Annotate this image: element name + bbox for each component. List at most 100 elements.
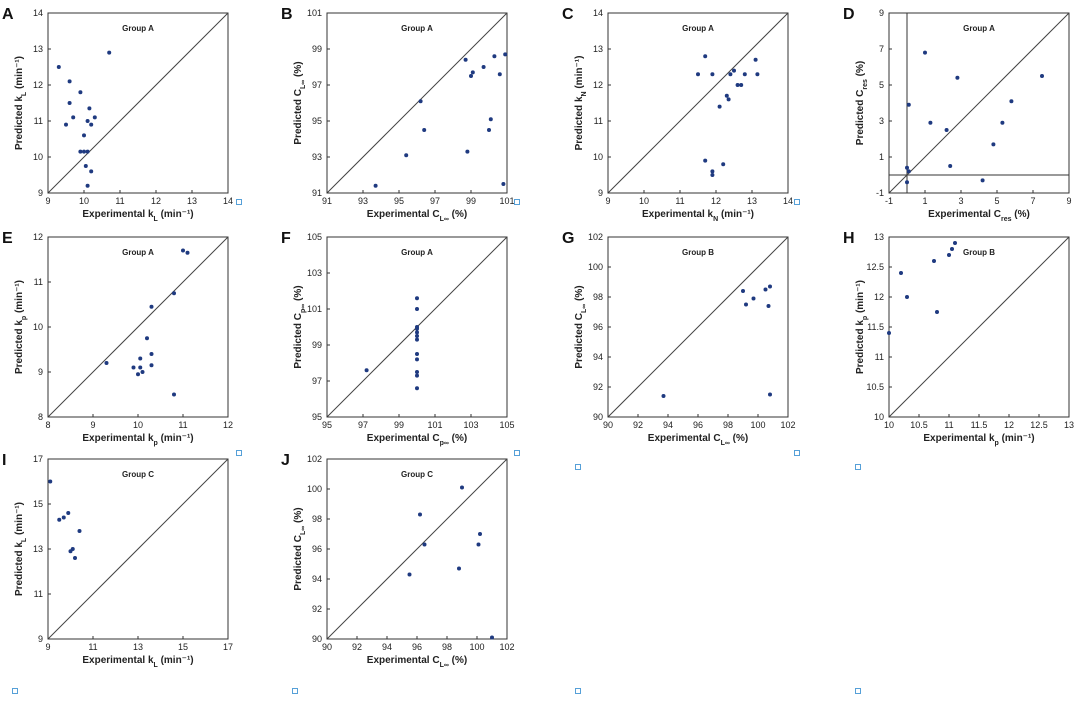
identity-line: [888, 236, 1070, 418]
data-point: [149, 363, 154, 368]
data-point: [104, 361, 109, 365]
data-point: [418, 99, 423, 104]
corner-marker-icon: [236, 199, 242, 205]
data-point: [404, 153, 409, 158]
plot-title: Group B: [963, 248, 995, 257]
x-tick-label: 96: [693, 420, 703, 430]
x-tick-label: 11: [178, 420, 187, 430]
data-point: [710, 173, 715, 177]
panel-j: J 90 92 94 96 98 100 102 90 92 94 96 98 100 102 Group C…: [281, 452, 515, 669]
x-tick-label: 15: [178, 642, 188, 652]
data-point: [172, 392, 176, 397]
y-tick-label: 11.5: [867, 322, 884, 332]
x-tick-label: 11: [88, 642, 97, 652]
panel-d: D -1 1 3 5 7 9 -1 1 3 5 7 9 Group A Experimental Cres …: [843, 6, 1072, 223]
plot-frame: [47, 12, 229, 194]
data-point: [481, 65, 486, 69]
x-tick-label: 10: [884, 420, 894, 430]
y-tick-label: 11: [594, 116, 603, 126]
plot-title: Group A: [682, 24, 714, 33]
data-point: [457, 566, 461, 571]
x-tick-label: 100: [469, 642, 484, 652]
data-point: [905, 295, 909, 299]
data-point: [73, 556, 77, 560]
panel-label: A: [2, 6, 14, 23]
x-tick-label: 99: [466, 196, 476, 206]
x-tick-label: 10: [79, 196, 89, 206]
data-point: [732, 68, 736, 73]
x-tick-label: 101: [427, 420, 442, 430]
data-point: [923, 50, 927, 55]
corner-marker-icon: [794, 199, 800, 205]
data-point: [149, 352, 154, 356]
data-point: [422, 542, 427, 547]
panel-label: F: [281, 230, 291, 247]
x-tick-label: 90: [322, 642, 332, 652]
y-tick-label: 11: [34, 277, 43, 287]
x-axis-label: Experimental CL∞ (%): [648, 433, 748, 447]
data-point: [755, 72, 760, 77]
data-point: [415, 386, 419, 391]
x-tick-label: 1: [922, 196, 927, 206]
y-tick-label: 101: [307, 8, 322, 18]
x-tick-label: 97: [358, 420, 368, 430]
x-axis-label: Experimental CL∞ (%): [367, 209, 467, 223]
panel-label: B: [281, 6, 293, 23]
x-axis-label: Experimental kp (min⁻¹): [82, 433, 193, 447]
y-axis-label: Predicted Cp∞ (%): [293, 285, 307, 368]
x-tick-label: 12: [1004, 420, 1014, 430]
data-point: [991, 142, 996, 147]
y-tick-label: 9: [38, 367, 43, 377]
panel-g: G 90 92 94 96 98 100 102 90 92 94 96 98 100 102 Group B…: [562, 230, 796, 447]
y-tick-label: 97: [312, 376, 322, 386]
identity-line: [326, 458, 508, 640]
x-tick-label: 17: [223, 642, 233, 652]
panel-label: I: [2, 452, 6, 469]
y-tick-label: 105: [307, 232, 322, 242]
data-point: [1009, 99, 1014, 104]
x-tick-label: 94: [663, 420, 673, 430]
data-point: [768, 284, 772, 289]
y-tick-label: 12: [33, 80, 43, 90]
data-point: [751, 296, 756, 301]
y-tick-label: 102: [588, 232, 603, 242]
data-point: [71, 115, 76, 120]
x-tick-label: 9: [45, 196, 50, 206]
data-point: [710, 169, 715, 174]
y-tick-label: 14: [33, 8, 43, 18]
plot-frame: [888, 12, 1070, 194]
panel-label: C: [562, 6, 574, 23]
x-tick-label: 10: [639, 196, 649, 206]
y-tick-label: 9: [38, 634, 43, 644]
data-point: [906, 102, 911, 107]
data-point: [724, 93, 729, 98]
y-axis-label: Predicted kp (min⁻¹): [855, 280, 869, 374]
x-tick-label: 105: [499, 420, 514, 430]
panel-e: E 8 9 10 11 12 8 9 10 11 12 Group A Experimental kp …: [2, 230, 233, 447]
data-point: [944, 128, 949, 132]
x-tick-label: 13: [187, 196, 197, 206]
data-point: [422, 128, 427, 132]
data-point: [85, 119, 90, 123]
y-tick-label: 9: [38, 188, 43, 198]
data-point: [138, 356, 143, 361]
x-tick-label: 12.5: [1030, 420, 1048, 430]
y-tick-label: 10: [33, 322, 43, 332]
data-point: [415, 357, 419, 362]
plot-title: Group C: [401, 470, 433, 479]
x-tick-label: 90: [603, 420, 613, 430]
data-point: [703, 158, 708, 163]
plot-frame: [326, 236, 508, 418]
data-point: [1000, 120, 1005, 125]
data-point: [67, 101, 72, 105]
y-tick-label: 9: [879, 8, 884, 18]
plot-title: Group A: [963, 24, 995, 33]
data-point: [753, 57, 758, 62]
y-tick-label: 3: [879, 116, 884, 126]
y-tick-label: 12: [874, 292, 884, 302]
panel-label: J: [281, 452, 290, 469]
y-tick-label: 96: [312, 544, 322, 554]
data-point: [948, 164, 953, 168]
data-point: [726, 97, 731, 102]
data-point: [492, 54, 497, 59]
